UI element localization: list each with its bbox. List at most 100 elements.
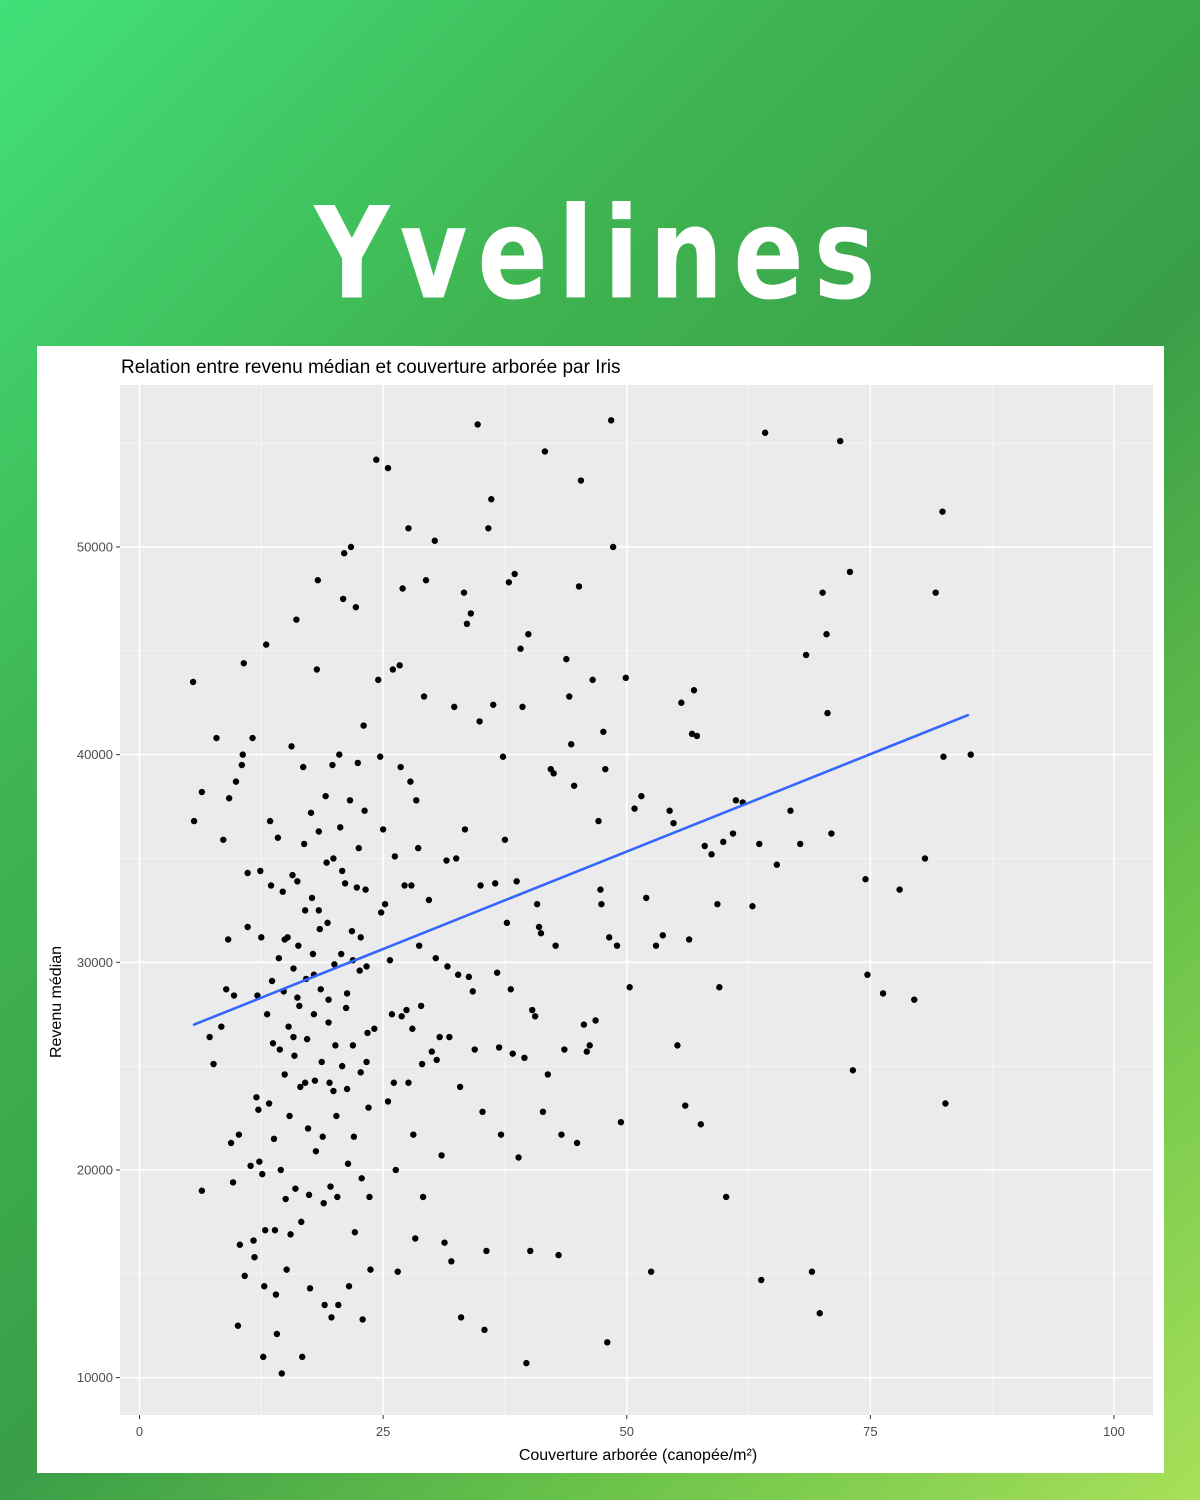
data-point	[517, 645, 524, 652]
data-point	[392, 1166, 399, 1174]
data-point	[497, 1131, 505, 1138]
data-point	[643, 894, 650, 902]
data-point	[544, 1071, 552, 1078]
x-tick-label: 50	[620, 1424, 634, 1439]
data-point	[223, 986, 230, 993]
data-point	[232, 778, 240, 785]
data-point	[323, 859, 330, 866]
data-point	[291, 1052, 298, 1059]
data-point	[262, 1226, 269, 1234]
data-point	[539, 1108, 547, 1116]
data-point	[932, 589, 939, 596]
data-point	[527, 1247, 534, 1255]
data-point	[288, 743, 295, 750]
data-point	[271, 1226, 279, 1234]
data-point	[390, 1079, 398, 1086]
data-point	[495, 1044, 503, 1051]
data-point	[729, 830, 737, 837]
data-point	[297, 1083, 304, 1091]
data-point	[436, 1033, 443, 1041]
data-point	[412, 1235, 419, 1242]
data-point	[598, 900, 605, 908]
data-point	[491, 880, 499, 887]
data-point	[251, 1253, 258, 1261]
data-point	[278, 1370, 285, 1377]
data-point	[563, 655, 570, 663]
data-point	[797, 840, 804, 848]
x-axis-ticks: 0 25 50 75 100	[136, 1415, 1125, 1439]
data-point	[329, 761, 336, 769]
data-point	[456, 1083, 464, 1091]
data-point	[685, 936, 693, 943]
data-point	[225, 795, 233, 802]
data-point	[263, 1011, 271, 1018]
scatter-chart: Relation entre revenu médian et couvertu…	[48, 357, 1153, 1464]
data-point	[313, 666, 321, 673]
data-point	[535, 923, 543, 931]
data-point	[688, 730, 696, 738]
data-point	[481, 1326, 488, 1334]
data-point	[413, 797, 420, 804]
data-point	[428, 1048, 436, 1055]
data-point	[305, 1191, 313, 1199]
data-point	[352, 603, 360, 611]
data-point	[355, 844, 362, 852]
chart-card: Relation entre revenu médian et couvertu…	[37, 346, 1164, 1473]
data-point	[376, 753, 384, 760]
data-point	[356, 967, 363, 974]
data-point	[384, 464, 392, 472]
data-point	[405, 525, 412, 532]
data-point	[722, 1193, 730, 1201]
trend-line-group	[192, 713, 970, 1026]
data-point	[503, 919, 511, 927]
data-point	[279, 888, 286, 895]
data-point	[254, 992, 261, 999]
data-point	[808, 1268, 816, 1275]
data-point	[266, 817, 274, 825]
data-point	[386, 957, 394, 964]
data-point	[552, 942, 559, 949]
data-point	[335, 1301, 342, 1309]
data-point	[338, 950, 345, 958]
data-point	[267, 882, 275, 889]
data-point	[364, 1029, 371, 1037]
data-point	[354, 759, 361, 767]
y-tick-label: 40000	[77, 747, 113, 762]
y-axis-label: Revenu médian	[48, 946, 65, 1058]
data-point	[537, 930, 545, 937]
data-point	[244, 923, 251, 931]
data-point	[670, 819, 677, 827]
data-point	[349, 1042, 357, 1049]
chart-title: Relation entre revenu médian et couvertu…	[121, 357, 621, 378]
x-tick-label: 100	[1103, 1424, 1125, 1439]
data-point	[316, 925, 323, 933]
data-point	[206, 1033, 213, 1041]
data-point	[441, 1239, 448, 1246]
data-point	[469, 988, 476, 995]
data-point	[238, 761, 246, 769]
data-point	[294, 994, 301, 1001]
data-point	[693, 732, 701, 740]
data-point	[272, 1291, 280, 1298]
data-point	[864, 971, 871, 978]
trend-line	[192, 713, 970, 1026]
data-point	[319, 1133, 326, 1140]
data-point	[575, 583, 583, 590]
data-point	[189, 678, 197, 686]
data-point	[501, 836, 509, 843]
data-point	[896, 886, 903, 893]
data-point	[391, 853, 399, 860]
data-point	[315, 907, 323, 914]
data-point	[311, 1077, 319, 1084]
data-point	[558, 1131, 565, 1138]
data-point	[324, 919, 331, 927]
data-point	[258, 934, 265, 941]
data-point	[300, 840, 308, 848]
data-point	[296, 1002, 303, 1010]
data-point	[461, 826, 469, 833]
data-point	[250, 1237, 257, 1244]
data-point	[828, 830, 835, 837]
data-point	[454, 971, 462, 978]
data-point	[255, 1106, 262, 1113]
data-point	[761, 429, 769, 436]
